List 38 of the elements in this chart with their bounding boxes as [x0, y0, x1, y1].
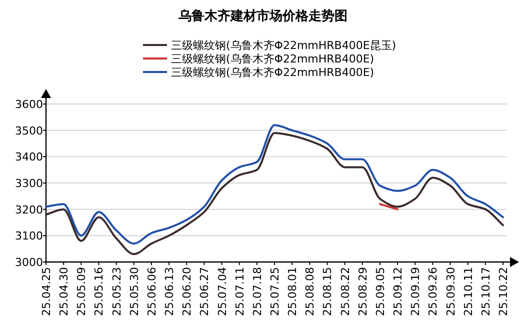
x-tick-label: 25.08.08	[304, 267, 317, 316]
x-tick-label: 25.07.04	[216, 267, 229, 316]
y-tick-label: 3400	[15, 150, 43, 164]
x-tick-label: 25.10.22	[497, 267, 510, 316]
x-tick-label: 25.10.11	[462, 267, 475, 316]
y-tick-label: 3000	[15, 256, 43, 269]
x-tick-label: 25.06.06	[145, 267, 158, 316]
x-tick-label: 25.05.23	[110, 267, 124, 316]
x-tick-label: 25.06.20	[180, 267, 194, 316]
legend-label: 三级螺纹钢(乌鲁木齐Φ22mmHRB400E)	[171, 66, 374, 79]
x-tick-label: 25.09.12	[392, 267, 405, 316]
x-tick-label: 25.04.30	[58, 267, 71, 316]
x-tick-label: 25.07.18	[250, 267, 264, 316]
legend-label: 三级螺纹钢(乌鲁木齐Φ22mmHRB400E)	[171, 52, 374, 66]
x-tick-label: 25.05.30	[128, 267, 141, 316]
x-tick-label: 25.09.26	[426, 267, 440, 316]
x-tick-label: 25.08.22	[338, 267, 352, 316]
legend-label: 三级螺纹钢(乌鲁木齐Φ22mmHRB400E昆玉)	[171, 39, 396, 52]
y-tick-label: 3300	[15, 177, 43, 190]
y-tick-label: 3500	[15, 124, 43, 138]
y-tick-label: 3200	[15, 203, 43, 216]
y-tick-label: 3600	[15, 98, 43, 111]
x-tick-label: 25.05.09	[75, 267, 88, 316]
x-tick-label: 25.08.01	[286, 267, 300, 316]
x-tick-label: 25.09.19	[409, 267, 422, 316]
x-tick-label: 25.07.11	[233, 267, 246, 316]
x-tick-label: 25.05.16	[92, 267, 106, 316]
x-tick-label: 25.06.13	[163, 267, 176, 316]
y-tick-label: 3100	[15, 230, 43, 243]
x-tick-label: 25.09.05	[374, 267, 387, 316]
chart-title: 乌鲁木齐建材市场价格走势图	[178, 8, 348, 24]
x-tick-label: 25.08.15	[321, 267, 334, 316]
x-tick-label: 25.06.27	[198, 267, 212, 316]
x-tick-label: 25.07.25	[268, 267, 282, 316]
x-tick-label: 25.10.17	[479, 267, 492, 316]
x-tick-label: 25.09.30	[444, 267, 458, 316]
x-tick-label: 25.04.25	[40, 267, 53, 316]
x-tick-label: 25.08.29	[356, 267, 370, 316]
